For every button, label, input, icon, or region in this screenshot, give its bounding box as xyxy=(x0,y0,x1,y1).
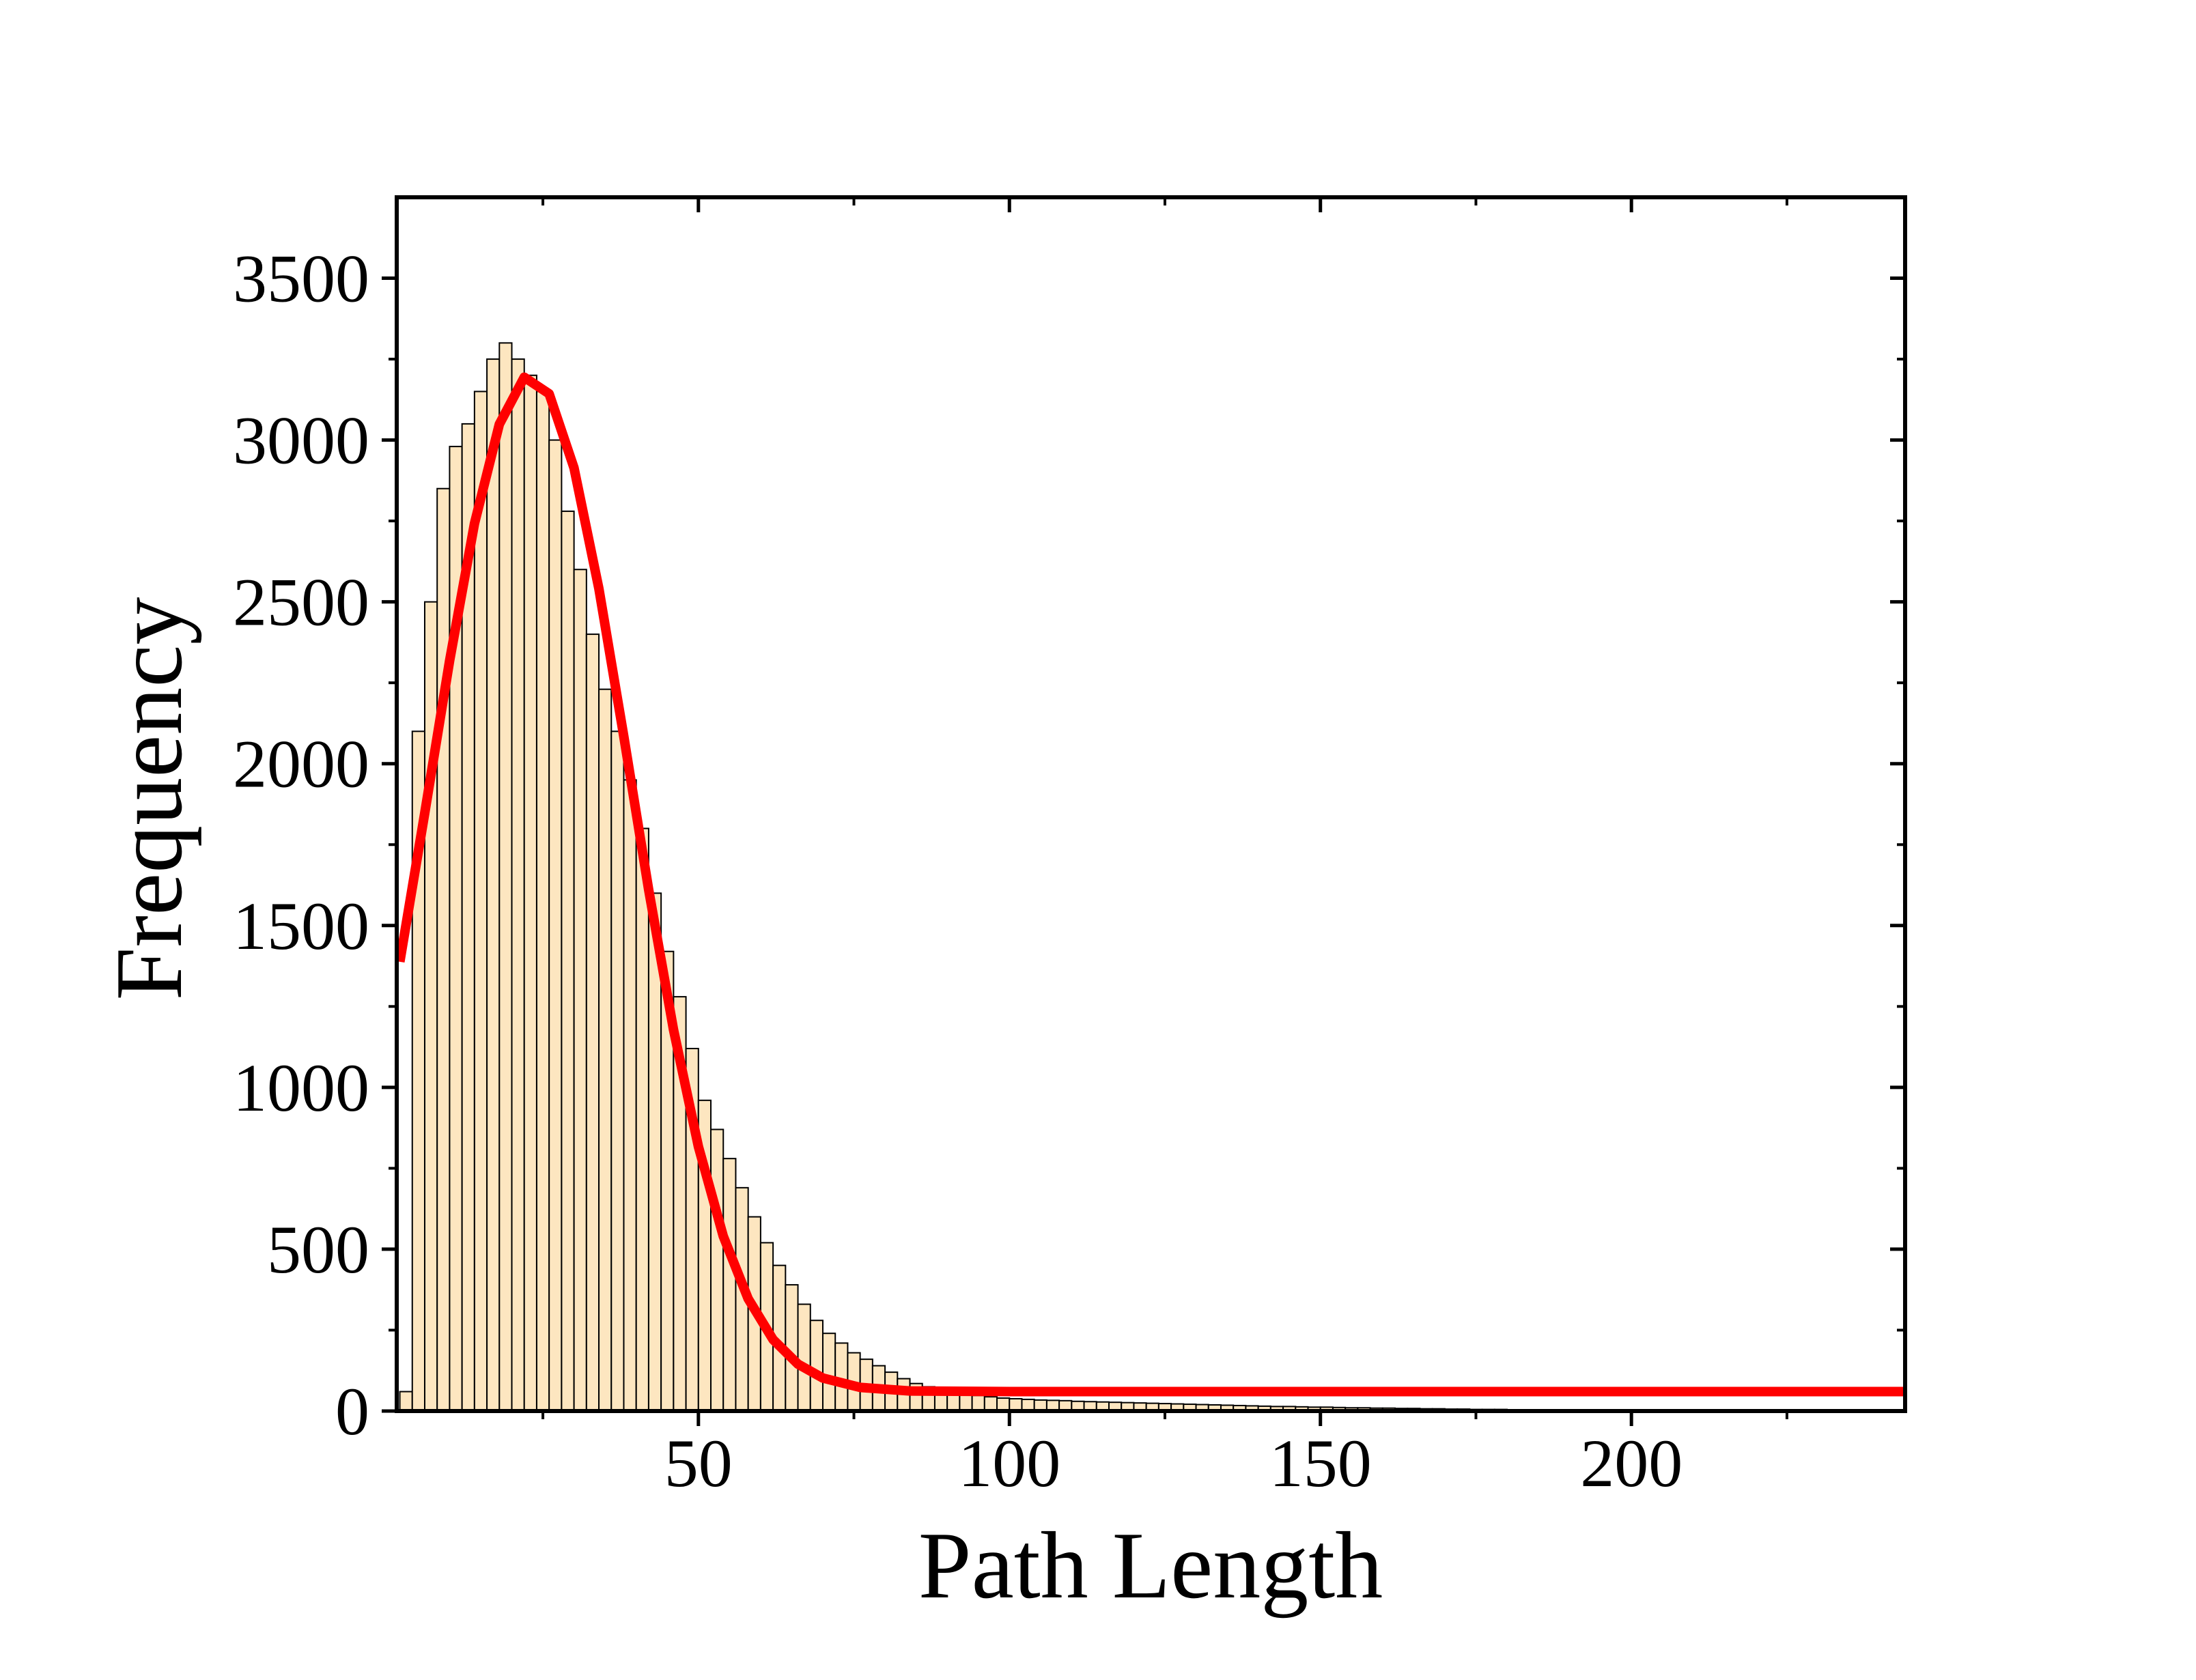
histogram-bar xyxy=(473,390,488,1412)
histogram-bar xyxy=(399,1391,413,1412)
histogram-bar xyxy=(548,439,563,1412)
y-tick-label: 1000 xyxy=(233,1050,369,1126)
x-tick-label: 50 xyxy=(664,1425,733,1501)
histogram-bar xyxy=(598,688,613,1412)
x-tick-label: 150 xyxy=(1269,1425,1372,1501)
histogram-bar xyxy=(635,827,649,1412)
y-tick-label: 500 xyxy=(267,1212,369,1287)
x-tick-label: 200 xyxy=(1580,1425,1683,1501)
y-tick-label: 3500 xyxy=(233,241,369,317)
y-axis-title: Frequency xyxy=(96,597,202,1001)
histogram-bar xyxy=(983,1396,998,1412)
histogram-bar xyxy=(710,1128,724,1412)
y-tick-label: 2500 xyxy=(233,565,369,640)
histogram-bar xyxy=(561,510,575,1412)
x-tick-label: 100 xyxy=(958,1425,1060,1501)
x-axis-title: Path Length xyxy=(918,1513,1383,1619)
y-tick-label: 1500 xyxy=(233,888,369,964)
histogram-bar xyxy=(498,342,513,1412)
histogram-bar xyxy=(585,633,600,1412)
histogram-bar xyxy=(623,779,637,1412)
y-tick-label: 2000 xyxy=(233,726,369,802)
histogram-bar xyxy=(797,1303,811,1412)
histogram-bar xyxy=(486,358,501,1412)
histogram-bar xyxy=(610,730,625,1412)
histogram-bar xyxy=(523,374,537,1412)
histogram-bar xyxy=(573,569,587,1412)
histogram-bar xyxy=(722,1158,737,1412)
histogram-bar xyxy=(809,1320,824,1412)
histogram-bar xyxy=(511,358,525,1412)
histogram-bar xyxy=(535,390,550,1412)
plot-frame xyxy=(395,195,1907,1413)
y-tick-label: 0 xyxy=(335,1373,369,1449)
histogram-bar xyxy=(959,1393,973,1412)
fit-curve xyxy=(395,372,1905,1397)
histogram-bar xyxy=(821,1333,836,1412)
histogram-bar xyxy=(436,487,451,1412)
histogram-bar xyxy=(971,1395,985,1412)
y-tick-label: 3000 xyxy=(233,403,369,479)
